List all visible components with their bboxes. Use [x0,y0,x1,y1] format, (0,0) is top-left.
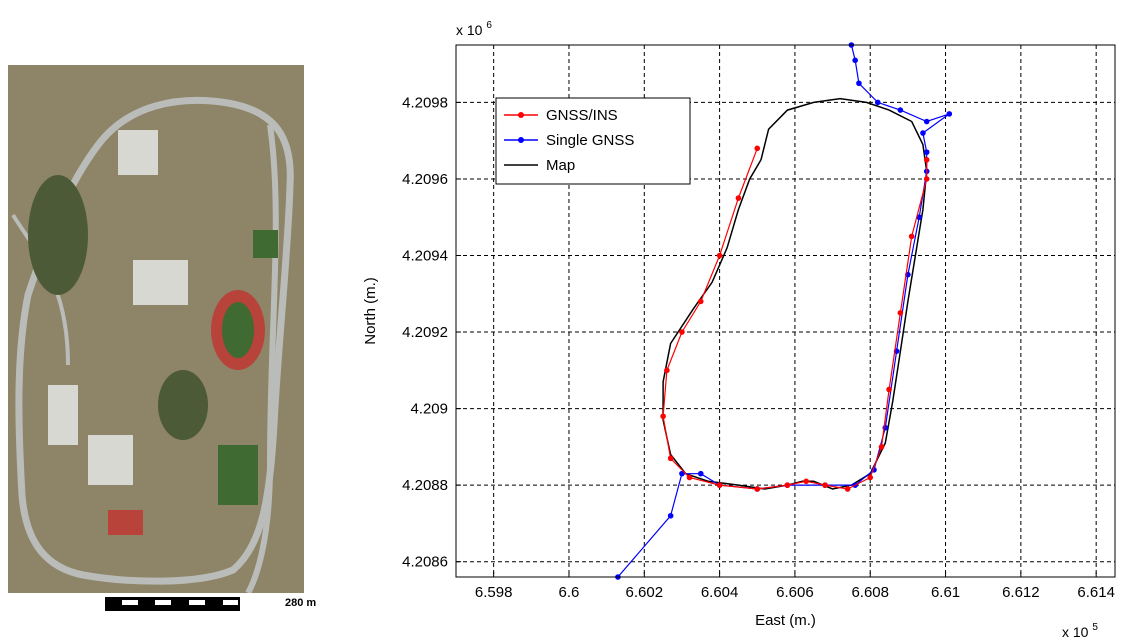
photo-building-block [48,385,78,445]
photo-vegetation [158,370,208,440]
series-point-single-gnss [667,512,674,519]
x-tick-label: 6.61 [931,584,960,601]
photo-track-infield [222,302,254,358]
series-point-gnss-ins [716,482,723,488]
series-point-gnss-ins [754,145,761,152]
x-tick-label: 6.602 [626,584,664,601]
series-point-single-gnss [874,99,881,106]
series-line-gnss-ins [662,148,928,490]
series-point-gnss-ins [735,195,742,201]
x-tick-label: 6.604 [701,584,739,601]
series-point-gnss-ins [886,386,892,393]
series-line-map [662,97,928,490]
y-multiplier-exponent: 6 [486,20,492,31]
x-multiplier-base: x 10 [1062,624,1089,640]
x-tick-label: 6.6 [559,584,580,601]
photo-vegetation [28,175,88,295]
series-point-single-gnss [679,470,685,477]
series-point-gnss-ins [878,444,885,450]
photo-ring-road [15,96,294,585]
grid-lines [456,45,1115,577]
y-multiplier-base: x 10 [456,22,483,38]
series-point-single-gnss [920,130,926,136]
y-axis-label: North (m.) [362,277,379,345]
series-point-gnss-ins [664,367,670,374]
series-point-gnss-ins [667,455,674,462]
x-tick-label: 6.614 [1077,584,1115,601]
series-point-gnss-ins [844,486,851,492]
series-point-gnss-ins [803,478,810,485]
photo-highway [245,124,279,593]
y-tick-label: 4.2092 [402,324,448,341]
photo-tennis-courts [108,510,143,535]
series-point-gnss-ins [716,252,723,259]
y-tick-label: 4.2094 [402,248,448,265]
x-tick-label: 6.608 [851,584,889,601]
trajectory-chart: 6.598 6.6 6.602 6.604 6.606 6.608 6.61 6.612 6.6… [340,0,1136,641]
series-point-gnss-ins [908,233,915,240]
legend-label: Single GNSS [546,132,634,149]
scale-label: 280 m [285,597,317,609]
legend-label: Map [546,157,575,174]
y-axis-multiplier: x 10 6 [456,20,492,38]
y-tick-label: 4.209 [410,401,448,418]
y-tick-label: 4.2088 [402,477,448,494]
photo-sports-court [253,230,278,258]
series-point-gnss-ins [679,329,685,335]
ticks: 6.598 6.6 6.602 6.604 6.606 6.608 6.61 6.612 6.6… [402,94,1115,601]
series-point-gnss-ins [754,486,761,492]
photo-football-field [218,445,258,505]
x-multiplier-exponent: 5 [1092,622,1098,633]
x-tick-label: 6.612 [1002,584,1040,601]
x-axis-multiplier: x 10 5 [1062,622,1098,640]
series-point-single-gnss [697,470,704,477]
legend-marker [518,112,524,118]
legend-marker [518,137,524,143]
x-tick-label: 6.598 [475,584,513,601]
series-point-gnss-ins [867,474,874,481]
series-point-gnss-ins [923,176,930,182]
series-point-single-gnss [923,149,930,155]
y-tick-label: 4.2086 [402,554,448,571]
series-point-single-gnss [856,80,862,87]
y-tick-label: 4.2096 [402,171,448,188]
photo-building-block [133,260,188,305]
series-point-gnss-ins [822,482,828,488]
aerial-photo [8,65,304,593]
x-axis-label: East (m.) [755,612,816,629]
legend: GNSS/INS Single GNSS Map [495,97,691,185]
series-point-gnss-ins [660,413,666,420]
scale-bar [105,597,240,611]
photo-building-block [88,435,133,485]
series-layer [615,42,953,580]
y-tick-label: 4.2098 [402,94,448,111]
x-tick-label: 6.606 [776,584,814,601]
series-point-single-gnss [916,214,922,221]
photo-building-block [118,130,158,175]
series-point-gnss-ins [697,298,704,305]
series-point-gnss-ins [686,474,693,481]
legend-box [495,97,691,185]
series-point-single-gnss [923,118,930,125]
plot-frame [455,44,1116,578]
series-point-gnss-ins [923,157,930,163]
series-point-gnss-ins [897,310,904,316]
series-point-gnss-ins [784,482,791,488]
series-point-single-gnss [852,57,858,64]
series-point-single-gnss [946,111,953,117]
legend-label: GNSS/INS [546,107,618,124]
series-point-single-gnss [897,107,904,113]
